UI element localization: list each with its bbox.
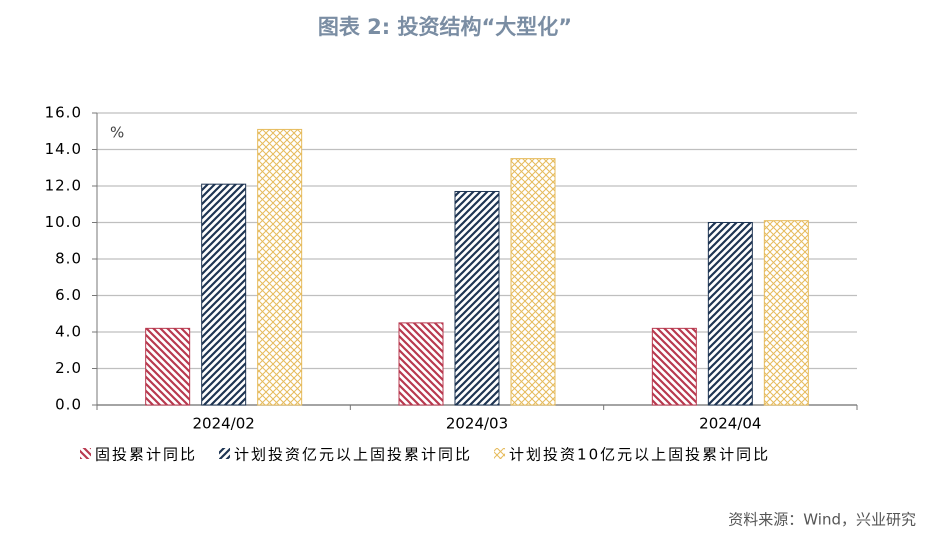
- bar: [145, 327, 191, 406]
- bar: [651, 327, 697, 406]
- bar: [510, 158, 556, 406]
- bar: [707, 222, 753, 406]
- y-tick-label: 4.0: [55, 323, 82, 341]
- y-tick-label: 12.0: [45, 177, 82, 195]
- unit-label: %: [110, 124, 124, 142]
- legend-swatch: [219, 448, 231, 459]
- y-tick-label: 14.0: [45, 140, 82, 158]
- legend-label: 固投累计同比: [95, 446, 197, 464]
- chart-title: 图表 2: 投资结构“大型化”: [318, 15, 572, 39]
- bar: [201, 183, 247, 406]
- legend-label: 计划投资亿元以上固投累计同比: [234, 446, 472, 464]
- x-tick-label: 2024/04: [699, 415, 761, 433]
- y-tick-label: 0.0: [55, 396, 82, 414]
- bar: [398, 322, 444, 406]
- source-note: 资料来源：Wind，兴业研究: [728, 511, 916, 529]
- y-tick-label: 10.0: [45, 213, 82, 231]
- legend-swatch: [80, 448, 91, 459]
- bar: [763, 220, 809, 406]
- legend-swatch: [494, 448, 506, 459]
- y-tick-label: 16.0: [45, 104, 82, 122]
- y-tick-label: 2.0: [55, 359, 82, 377]
- legend-label: 计划投资10亿元以上固投累计同比: [509, 446, 770, 464]
- y-tick-label: 8.0: [55, 250, 82, 268]
- x-tick-label: 2024/03: [446, 415, 508, 433]
- y-tick-label: 6.0: [55, 286, 82, 304]
- bar: [257, 128, 303, 406]
- x-tick-label: 2024/02: [193, 415, 255, 433]
- bar: [454, 190, 500, 406]
